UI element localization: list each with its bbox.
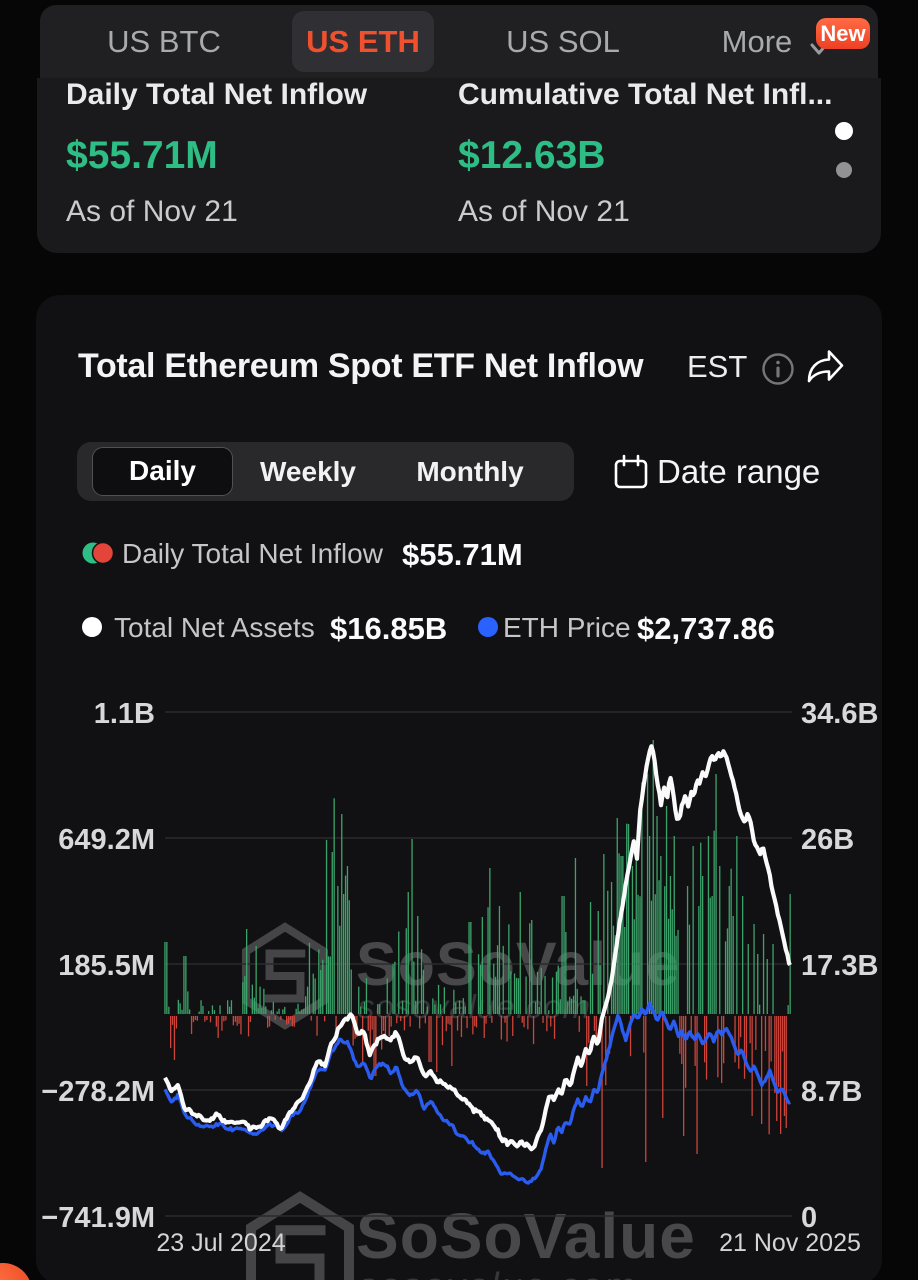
svg-text:SoSoValue: SoSoValue <box>356 1200 696 1272</box>
svg-text:26B: 26B <box>801 824 854 856</box>
svg-text:185.5M: 185.5M <box>58 950 155 982</box>
svg-text:17.3B: 17.3B <box>801 950 878 982</box>
svg-text:−741.9M: −741.9M <box>41 1202 155 1234</box>
svg-text:0: 0 <box>801 1202 817 1234</box>
svg-text:649.2M: 649.2M <box>58 824 155 856</box>
svg-text:34.6B: 34.6B <box>801 698 878 730</box>
svg-text:1.1B: 1.1B <box>94 698 155 730</box>
svg-text:−278.2M: −278.2M <box>41 1076 155 1108</box>
svg-text:21 Nov 2025: 21 Nov 2025 <box>719 1229 861 1257</box>
svg-text:23 Jul 2024: 23 Jul 2024 <box>156 1229 285 1257</box>
svg-text:8.7B: 8.7B <box>801 1076 862 1108</box>
svg-text:sosovalue.com: sosovalue.com <box>358 1266 637 1280</box>
